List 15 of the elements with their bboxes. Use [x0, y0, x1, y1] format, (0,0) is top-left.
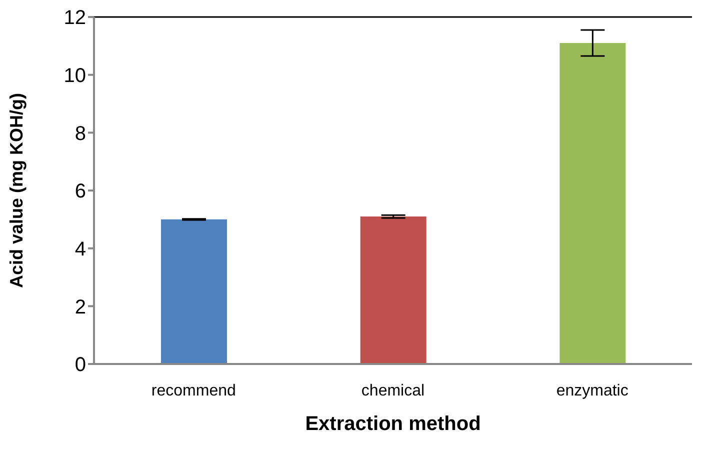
x-axis-title: Extraction method	[305, 413, 481, 435]
bar	[161, 219, 227, 364]
y-tick-label: 6	[74, 180, 86, 203]
y-axis-title: Acid value (mg KOH/g)	[6, 92, 26, 288]
bar	[360, 216, 426, 364]
x-tick-label: chemical	[361, 382, 425, 400]
y-tick-label: 10	[64, 64, 86, 87]
x-tick-label: enzymatic	[556, 382, 628, 400]
y-tick-label: 0	[74, 354, 86, 376]
bar	[560, 43, 626, 364]
y-tick-label: 8	[74, 122, 86, 145]
y-tick-label: 12	[64, 7, 86, 30]
x-tick-label: recommend	[151, 382, 236, 400]
y-tick-label: 4	[74, 238, 86, 260]
y-tick-label: 2	[74, 296, 86, 318]
